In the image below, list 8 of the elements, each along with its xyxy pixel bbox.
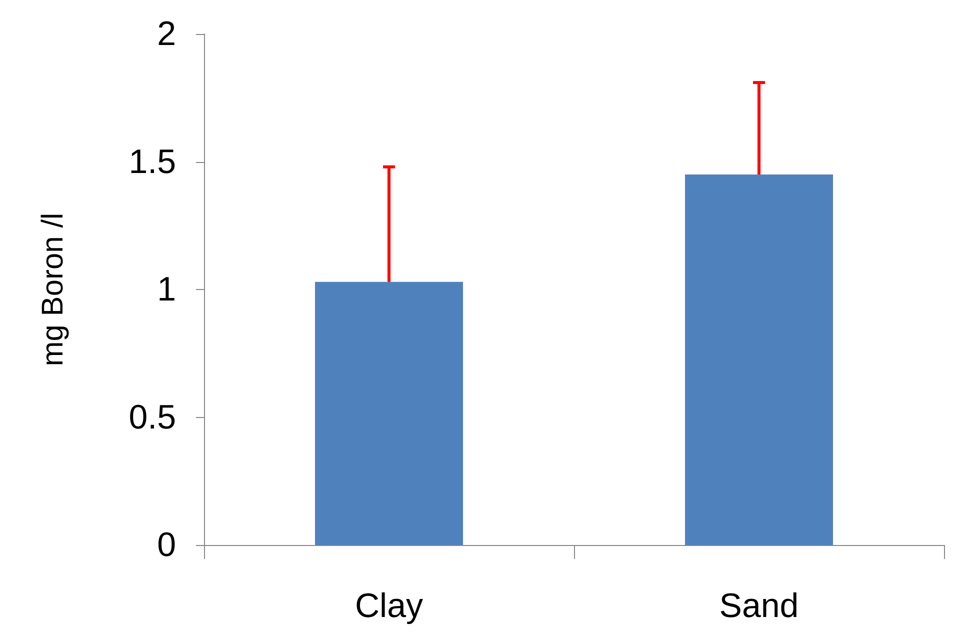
x-tick-label: Sand xyxy=(719,587,799,625)
y-axis-title: mg Boron /l xyxy=(36,212,70,366)
y-tick-label: 1 xyxy=(157,270,176,308)
y-tick-label: 1.5 xyxy=(128,142,176,181)
y-tick-label: 0.5 xyxy=(128,398,176,436)
y-tick-label: 2 xyxy=(157,15,176,53)
y-tick-label: 0 xyxy=(157,526,176,564)
x-tick-label: Clay xyxy=(354,587,424,625)
